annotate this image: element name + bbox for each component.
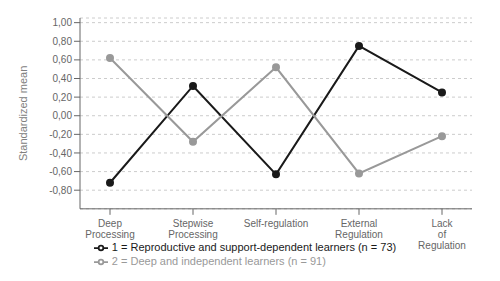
svg-text:0,40: 0,40 [53, 73, 73, 84]
svg-text:0,20: 0,20 [53, 92, 73, 103]
html-text:1 = Reproductive and support-d: 1 = Reproductive and support-dependent l… [111, 240, 397, 253]
svg-text:0,80: 0,80 [53, 36, 73, 47]
svg-text:-0,20: -0,20 [49, 129, 72, 140]
svg-text:DeepProcessing: DeepProcessing [85, 218, 134, 240]
svg-text:Self-regulation: Self-regulation [244, 218, 308, 229]
svg-text:StepwiseProcessing: StepwiseProcessing [168, 218, 217, 240]
svg-text:-0,60: -0,60 [49, 166, 72, 177]
svg-text:Standardized mean: Standardized mean [17, 66, 29, 161]
svg-text:LackofRegulation: LackofRegulation [418, 218, 466, 251]
svg-text:ExternalRegulation: ExternalRegulation [335, 218, 383, 240]
svg-text:1,00: 1,00 [53, 17, 73, 28]
svg-text:-0,40: -0,40 [49, 148, 72, 159]
svg-text:-0,80: -0,80 [49, 185, 72, 196]
html-text:2 = Deep and independent learn: 2 = Deep and independent learners (n = 9… [111, 254, 326, 267]
svg-text:0,00: 0,00 [53, 110, 73, 121]
svg-text:0,60: 0,60 [53, 54, 73, 65]
